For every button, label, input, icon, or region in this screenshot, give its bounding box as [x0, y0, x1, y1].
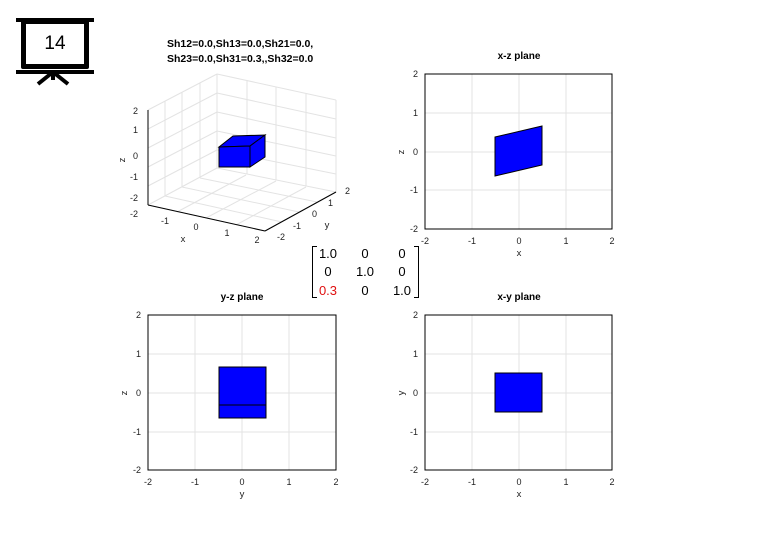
matrix-right-bracket	[414, 246, 419, 298]
yz-plot-title: y-z plane	[220, 292, 264, 303]
matrix-cell: 0	[361, 283, 369, 298]
x-tick: 0	[516, 477, 521, 487]
shear-matrix: 1.0 0 0 0 1.0 0 0.3 0 1.0	[312, 246, 419, 298]
y-tick: -2	[410, 465, 418, 475]
y-tick: -2	[144, 477, 152, 487]
y-tick: 0	[413, 388, 418, 398]
y-tick: 0	[312, 209, 317, 219]
z-tick: 2	[413, 69, 418, 79]
z-tick: 0	[413, 147, 418, 157]
y-tick: -2	[277, 232, 285, 242]
matrix-cell: 1.0	[392, 283, 412, 298]
plot-3d-y-ticks: -2 -1 0 1 2	[277, 186, 350, 242]
xz-z-label: z	[396, 149, 407, 154]
y-tick: 2	[345, 186, 350, 196]
matrix-left-bracket	[312, 246, 317, 298]
y-tick: -1	[191, 477, 199, 487]
z-tick: -1	[130, 172, 138, 182]
easel-stand-icon	[36, 70, 70, 86]
z-tick: -1	[410, 185, 418, 195]
matrix-cell: 0	[398, 264, 406, 279]
z-tick: 2	[136, 310, 141, 320]
x-tick: -2	[421, 236, 429, 246]
xy-x-label: x	[517, 489, 522, 500]
z-tick: -1	[133, 427, 141, 437]
x-tick: 2	[609, 477, 614, 487]
y-tick: 2	[413, 310, 418, 320]
x-tick: 2	[609, 236, 614, 246]
y-axis-label: y	[325, 220, 330, 231]
x-tick: 0	[516, 236, 521, 246]
x-tick: -1	[468, 236, 476, 246]
plot-3d-z-ticks: 2 1 0 -1 -2 -2	[130, 106, 138, 219]
slide-number: 14	[16, 18, 94, 74]
x-tick: -1	[161, 216, 169, 226]
y-tick: 0	[239, 477, 244, 487]
z-tick: 1	[413, 108, 418, 118]
xy-y-label: y	[396, 390, 407, 395]
main-title: Sh12=0.0,Sh13=0.0,Sh21=0.0, Sh23=0.0,Sh3…	[167, 37, 313, 67]
z-tick: 0	[136, 388, 141, 398]
matrix-cell-highlighted: 0.3	[318, 283, 338, 298]
z-tick: -2	[130, 209, 138, 219]
z-axis-label: z	[117, 157, 128, 162]
z-tick: 1	[136, 349, 141, 359]
z-tick: -2	[133, 465, 141, 475]
matrix-cell: 0	[324, 264, 332, 279]
yz-shape	[218, 366, 267, 419]
y-tick: 1	[286, 477, 291, 487]
y-tick: -1	[293, 221, 301, 231]
x-tick: 0	[193, 222, 198, 232]
yz-z-label: z	[119, 390, 130, 395]
xy-shape	[494, 372, 543, 413]
plot-3d-box	[217, 134, 267, 168]
x-tick: -2	[421, 477, 429, 487]
x-axis-label: x	[181, 234, 186, 245]
presentation-icon: 14	[16, 14, 94, 86]
y-tick: 1	[413, 349, 418, 359]
z-tick: 1	[133, 125, 138, 135]
xy-plot-title: x-y plane	[497, 292, 541, 303]
y-tick: -1	[410, 427, 418, 437]
main-title-line1: Sh12=0.0,Sh13=0.0,Sh21=0.0,	[167, 38, 314, 50]
x-tick: 2	[254, 235, 259, 245]
z-tick: 0	[133, 151, 138, 161]
xz-shape	[494, 125, 543, 177]
z-tick: 2	[133, 106, 138, 116]
x-tick: 1	[224, 228, 229, 238]
xz-plot-title: x-z plane	[497, 51, 541, 62]
matrix-cell: 0	[361, 246, 369, 261]
yz-y-label: y	[240, 489, 245, 500]
y-tick: 1	[328, 198, 333, 208]
xz-x-label: x	[517, 248, 522, 259]
z-tick: -2	[130, 193, 138, 203]
x-tick: 1	[563, 236, 568, 246]
matrix-cell: 1.0	[355, 264, 375, 279]
plot-3d-x-ticks: -1 0 1 2	[161, 216, 260, 245]
matrix-cell: 0	[398, 246, 406, 261]
plot-3d-axes	[147, 110, 337, 232]
main-title-line2: Sh23=0.0,Sh31=0.3,,Sh32=0.0	[167, 53, 314, 65]
z-tick: -2	[410, 224, 418, 234]
y-tick: 2	[333, 477, 338, 487]
x-tick: 1	[563, 477, 568, 487]
x-tick: -1	[468, 477, 476, 487]
matrix-cell: 1.0	[318, 246, 338, 261]
